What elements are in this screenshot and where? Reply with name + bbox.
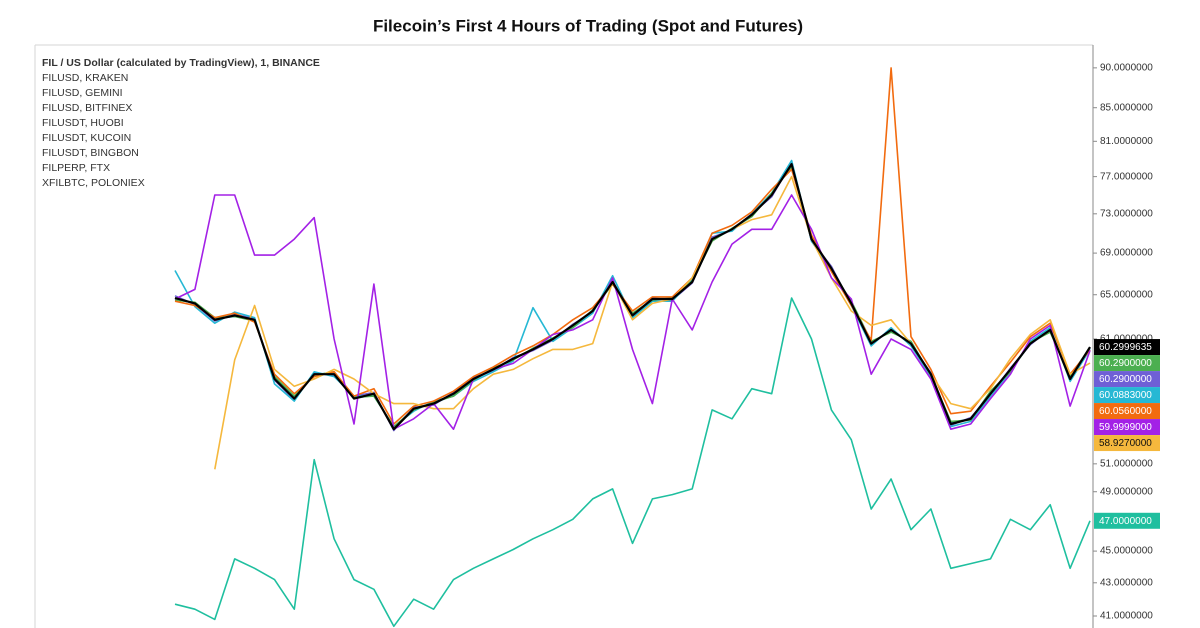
- y-tick-label: 45.0000000: [1100, 546, 1153, 557]
- y-tick-label: 49.0000000: [1100, 486, 1153, 497]
- legend-entry: FILUSD, GEMINI: [42, 87, 123, 99]
- price-tag-label: 60.2900000: [1099, 358, 1152, 369]
- series-line: [174, 165, 1091, 428]
- price-tag-label: 60.0560000: [1099, 406, 1152, 417]
- price-tag: [1094, 419, 1160, 436]
- price-tag: [1094, 435, 1160, 452]
- series-line: [174, 194, 1091, 430]
- y-tick-label: 65.0000000: [1100, 289, 1153, 300]
- legend-entry: FILUSDT, KUCOIN: [42, 132, 131, 144]
- legend-entry: XFILBTC, POLONIEX: [42, 177, 145, 189]
- legend-entry: FIL / US Dollar (calculated by TradingVi…: [42, 57, 320, 69]
- y-tick-label: 90.0000000: [1100, 63, 1153, 74]
- price-tags: 60.2999635 60.2900000 60.2900000 60.0883000…: [1094, 339, 1160, 529]
- price-tag-label: 47.0000000: [1099, 516, 1152, 527]
- price-tag-label: 60.0883000: [1099, 390, 1152, 401]
- price-tag-label: 58.9270000: [1099, 438, 1152, 449]
- price-tag: [1094, 403, 1160, 420]
- series-lines: [174, 67, 1091, 628]
- y-tick-label: 41.0000000: [1100, 611, 1153, 622]
- price-tag: [1094, 512, 1160, 529]
- price-tag-label: 59.9999000: [1099, 422, 1152, 433]
- series-line: [174, 159, 1091, 428]
- legend-entry: FILUSD, KRAKEN: [42, 72, 128, 84]
- y-tick-label: 77.0000000: [1100, 171, 1153, 182]
- price-tag-label: 60.2900000: [1099, 374, 1152, 385]
- series-line: [174, 163, 1091, 431]
- legend-entry: FILPERP, FTX: [42, 162, 110, 174]
- legend-entry: FILUSDT, HUOBI: [42, 117, 124, 129]
- y-tick-label: 73.0000000: [1100, 208, 1153, 219]
- y-tick-label: 69.0000000: [1100, 248, 1153, 259]
- series-line: [214, 175, 1091, 470]
- legend-entry: FILUSD, BITFINEX: [42, 102, 132, 114]
- y-tick-label: 81.0000000: [1100, 136, 1153, 147]
- legend-entry: FILUSDT, BINGBON: [42, 147, 139, 159]
- price-tag: [1094, 387, 1160, 404]
- y-tick-label: 43.0000000: [1100, 577, 1153, 588]
- price-tag: [1094, 355, 1160, 372]
- price-tag: [1094, 339, 1160, 356]
- series-line: [174, 67, 1091, 425]
- price-tag: [1094, 371, 1160, 388]
- series-line: [174, 297, 1091, 628]
- legend: FIL / US Dollar (calculated by TradingVi…: [42, 57, 320, 189]
- price-tag-label: 60.2999635: [1099, 342, 1152, 353]
- y-tick-label: 85.0000000: [1100, 102, 1153, 113]
- y-tick-label: 51.0000000: [1100, 458, 1153, 469]
- series-line: [174, 161, 1091, 432]
- chart-title: Filecoin’s First 4 Hours of Trading (Spo…: [373, 16, 803, 35]
- series-line: [174, 165, 1091, 429]
